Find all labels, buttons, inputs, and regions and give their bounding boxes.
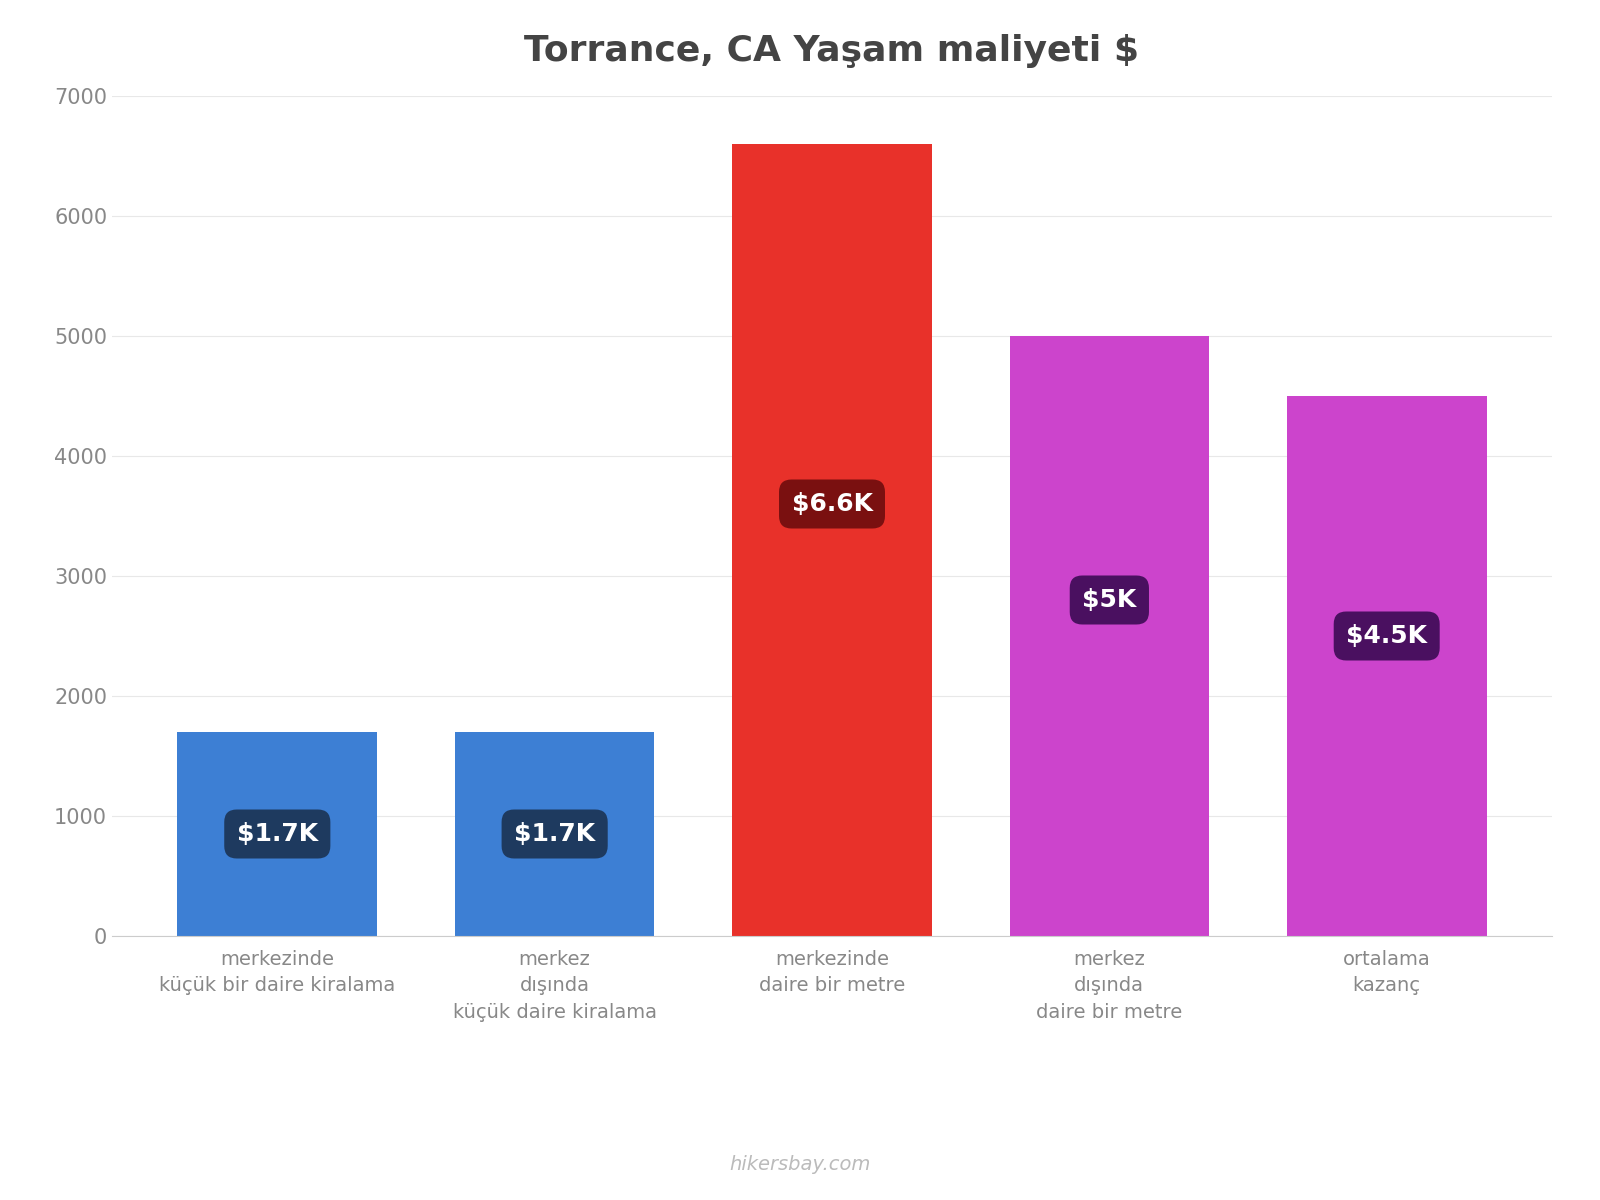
Text: $6.6K: $6.6K: [792, 492, 872, 516]
Bar: [733, 144, 931, 936]
Title: Torrance, CA Yaşam maliyeti $: Torrance, CA Yaşam maliyeti $: [525, 35, 1139, 68]
Text: $1.7K: $1.7K: [237, 822, 318, 846]
Text: $1.7K: $1.7K: [514, 822, 595, 846]
Bar: [454, 732, 654, 936]
Text: hikersbay.com: hikersbay.com: [730, 1154, 870, 1174]
Bar: [1010, 336, 1210, 936]
Bar: [1286, 396, 1486, 936]
Bar: [178, 732, 378, 936]
Text: $5K: $5K: [1082, 588, 1136, 612]
Text: $4.5K: $4.5K: [1346, 624, 1427, 648]
